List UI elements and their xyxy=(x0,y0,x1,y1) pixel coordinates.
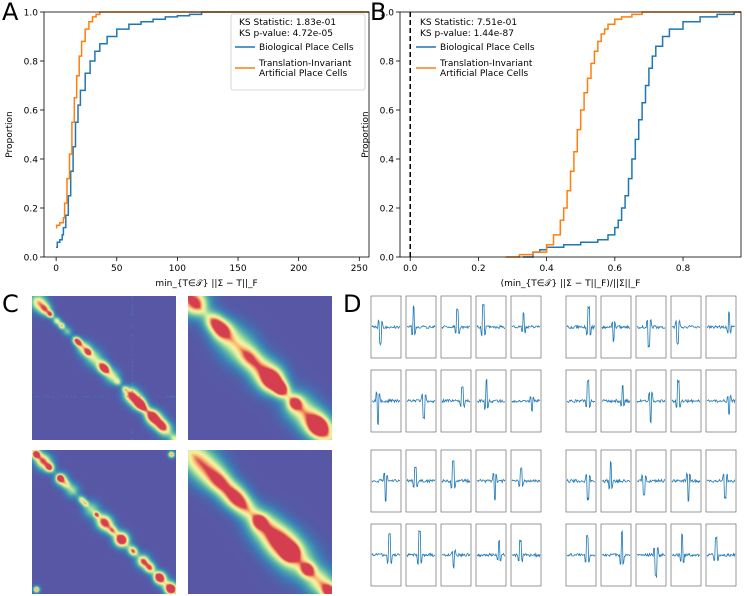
y-tick-label: 0.6 xyxy=(24,107,39,117)
waveform-trace xyxy=(441,308,470,334)
cdf-charts: 0.0 0.2 0.4 0.6 0.8 1.0 0 50 100 150 200 250 Proport… xyxy=(5,9,742,289)
plot-frame xyxy=(43,11,370,258)
legend-label-art-1: Translation-Invariant xyxy=(258,59,352,69)
x-tick-label: 0.2 xyxy=(471,264,485,274)
x-tick-label: 0.0 xyxy=(403,264,418,274)
series-line-1 xyxy=(55,11,369,229)
chart-1: 0.0 0.2 0.4 0.6 0.8 1.0 0.0 0.2 0.4 0.6 0.8 Proport… xyxy=(361,9,742,289)
waveform-trace xyxy=(441,386,471,409)
legend-label-art-2: Artificial Place Cells xyxy=(440,69,528,79)
series-line-0 xyxy=(56,11,369,248)
legend-box xyxy=(230,13,366,91)
y-tick-label: 0.2 xyxy=(24,205,38,215)
x-tick-label: 0.4 xyxy=(539,264,554,274)
waveform-trace xyxy=(636,546,666,579)
waveform-trace xyxy=(706,311,736,335)
waveform-trace xyxy=(511,466,541,487)
waveform-trace xyxy=(671,319,701,346)
y-tick-label: 0.0 xyxy=(24,254,39,264)
waveform-trace xyxy=(371,533,401,565)
y-tick-label: 0.8 xyxy=(24,58,39,68)
waveform-trace xyxy=(476,539,506,562)
waveform-trace xyxy=(601,529,631,566)
waveform-trace xyxy=(601,384,631,407)
heatmap-bio-2 xyxy=(32,450,176,594)
waveform-trace xyxy=(671,379,701,408)
waveform-trace xyxy=(406,305,436,336)
waveform-trace xyxy=(441,460,471,490)
plot-frame xyxy=(399,11,742,258)
chart-0: 0.0 0.2 0.4 0.6 0.8 1.0 0 50 100 150 200 250 Proport… xyxy=(5,9,370,289)
waveform-box xyxy=(440,523,472,587)
waveform-trace xyxy=(671,533,700,564)
legend-label-bio: Biological Place Cells xyxy=(259,43,354,53)
y-tick-label: 0.2 xyxy=(380,205,394,215)
y-axis-label: Proportion xyxy=(5,111,15,157)
x-tick-label: 50 xyxy=(111,264,123,274)
waveform-trace xyxy=(406,466,436,488)
x-tick-label: 250 xyxy=(351,264,368,274)
waveform-trace xyxy=(476,378,506,410)
y-tick-label: 0.4 xyxy=(24,156,39,166)
ks-annotation: KS p-value: 4.72e-05 xyxy=(239,29,333,39)
waveform-trace xyxy=(706,536,736,561)
x-tick-label: 0.6 xyxy=(608,264,623,274)
y-tick-label: 0.8 xyxy=(380,58,395,68)
heatmap-art-1 xyxy=(188,296,332,440)
waveform-trace xyxy=(371,319,401,346)
panel-label-a: A xyxy=(2,0,19,26)
ks-annotation: KS Statistic: 7.51e-01 xyxy=(420,18,517,28)
x-axis-label: (min_{T∈𝒯} ||Σ − T||_F)/||Σ||_F xyxy=(501,279,641,289)
waveform-box xyxy=(705,523,737,587)
panel-label-c: C xyxy=(2,290,19,318)
waveform-trace xyxy=(566,534,596,563)
waveform-trace xyxy=(566,305,596,336)
legend-label-bio: Biological Place Cells xyxy=(440,43,535,53)
waveform-trace xyxy=(511,312,541,334)
waveform-trace xyxy=(476,472,506,501)
waveform-trace xyxy=(406,529,436,565)
waveform-trace xyxy=(601,321,631,343)
waveform-trace xyxy=(636,391,666,424)
x-tick-label: 0.8 xyxy=(676,264,691,274)
waveform-trace xyxy=(371,472,400,502)
x-tick-label: 100 xyxy=(169,264,186,274)
waveform-trace xyxy=(566,379,596,408)
x-tick-label: 150 xyxy=(229,264,246,274)
panel-label-b: B xyxy=(370,0,387,26)
ks-annotation: KS Statistic: 1.83e-01 xyxy=(239,18,336,28)
waveform-trace xyxy=(706,473,736,500)
waveform-trace xyxy=(601,460,631,490)
waveform-trace xyxy=(511,396,541,413)
y-tick-label: 1.0 xyxy=(380,9,395,19)
waveform-trace xyxy=(706,394,736,415)
y-axis-label: Proportion xyxy=(361,111,371,157)
waveform-trace xyxy=(636,473,666,496)
x-tick-label: 200 xyxy=(290,264,307,274)
waveform-trace xyxy=(441,548,471,569)
series-line-0 xyxy=(522,11,741,258)
waveform-trace xyxy=(406,393,436,420)
legend-label-art-1: Translation-Invariant xyxy=(439,59,533,69)
x-axis-label: min_{T∈𝒯} ||Σ − T||_F xyxy=(155,279,257,289)
y-tick-label: 0.6 xyxy=(380,107,395,117)
waveform-trace xyxy=(636,318,666,349)
waveform-trace xyxy=(671,471,701,502)
waveform-trace xyxy=(371,391,401,425)
y-tick-label: 1.0 xyxy=(24,9,39,19)
series-line-1 xyxy=(505,11,741,258)
heatmap-art-2 xyxy=(188,450,332,594)
waveform-trace xyxy=(512,539,541,563)
waveform-trace xyxy=(476,303,506,337)
y-tick-label: 0.4 xyxy=(380,156,395,166)
panel-label-d: D xyxy=(343,290,362,318)
waveform-trace xyxy=(566,474,596,501)
ks-annotation: KS p-value: 1.44e-87 xyxy=(420,29,514,39)
heatmap-bio-1 xyxy=(32,296,176,440)
y-tick-label: 0.0 xyxy=(380,254,395,264)
legend-label-art-2: Artificial Place Cells xyxy=(259,69,347,79)
x-tick-label: 0 xyxy=(53,264,59,274)
